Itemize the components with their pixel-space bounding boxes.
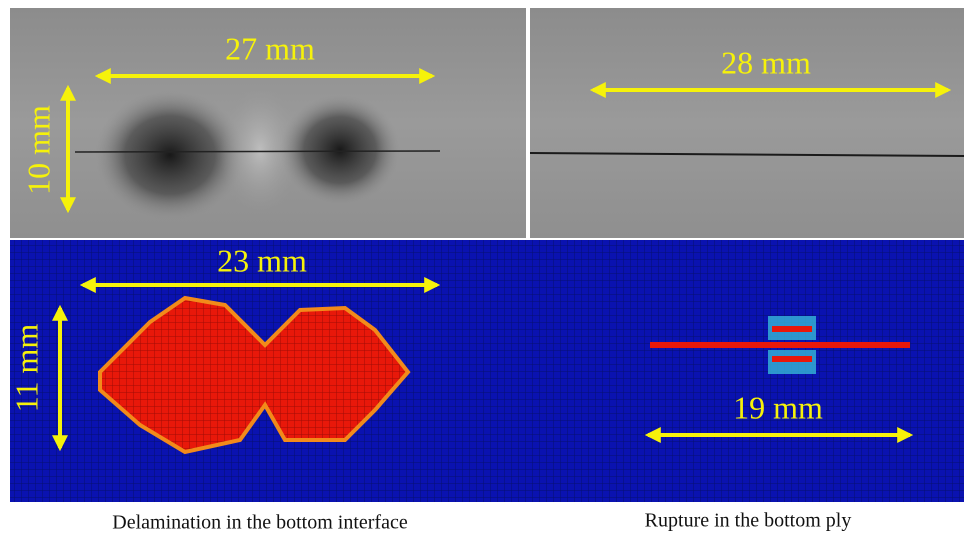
dimension-label: 23 mm <box>217 242 307 278</box>
dimension-label: 11 mm <box>8 324 44 413</box>
caption: Rupture in the bottom ply <box>645 510 852 532</box>
dimension-label: 28 mm <box>721 44 811 80</box>
crack <box>75 151 440 152</box>
figure: 27 mm 10 mm 28 mm 23 mm 11 mm 19 mm Dela… <box>0 0 966 537</box>
damage-cluster <box>772 356 812 362</box>
caption: Delamination in the bottom interface <box>112 512 408 534</box>
ct-image <box>530 8 964 238</box>
dimension-label: 19 mm <box>733 389 823 425</box>
damage-cluster <box>772 326 812 332</box>
damage-shadow <box>280 95 400 205</box>
rupture-line <box>650 342 910 348</box>
dimension-label: 27 mm <box>225 30 315 66</box>
dimension-label: 10 mm <box>20 105 56 195</box>
